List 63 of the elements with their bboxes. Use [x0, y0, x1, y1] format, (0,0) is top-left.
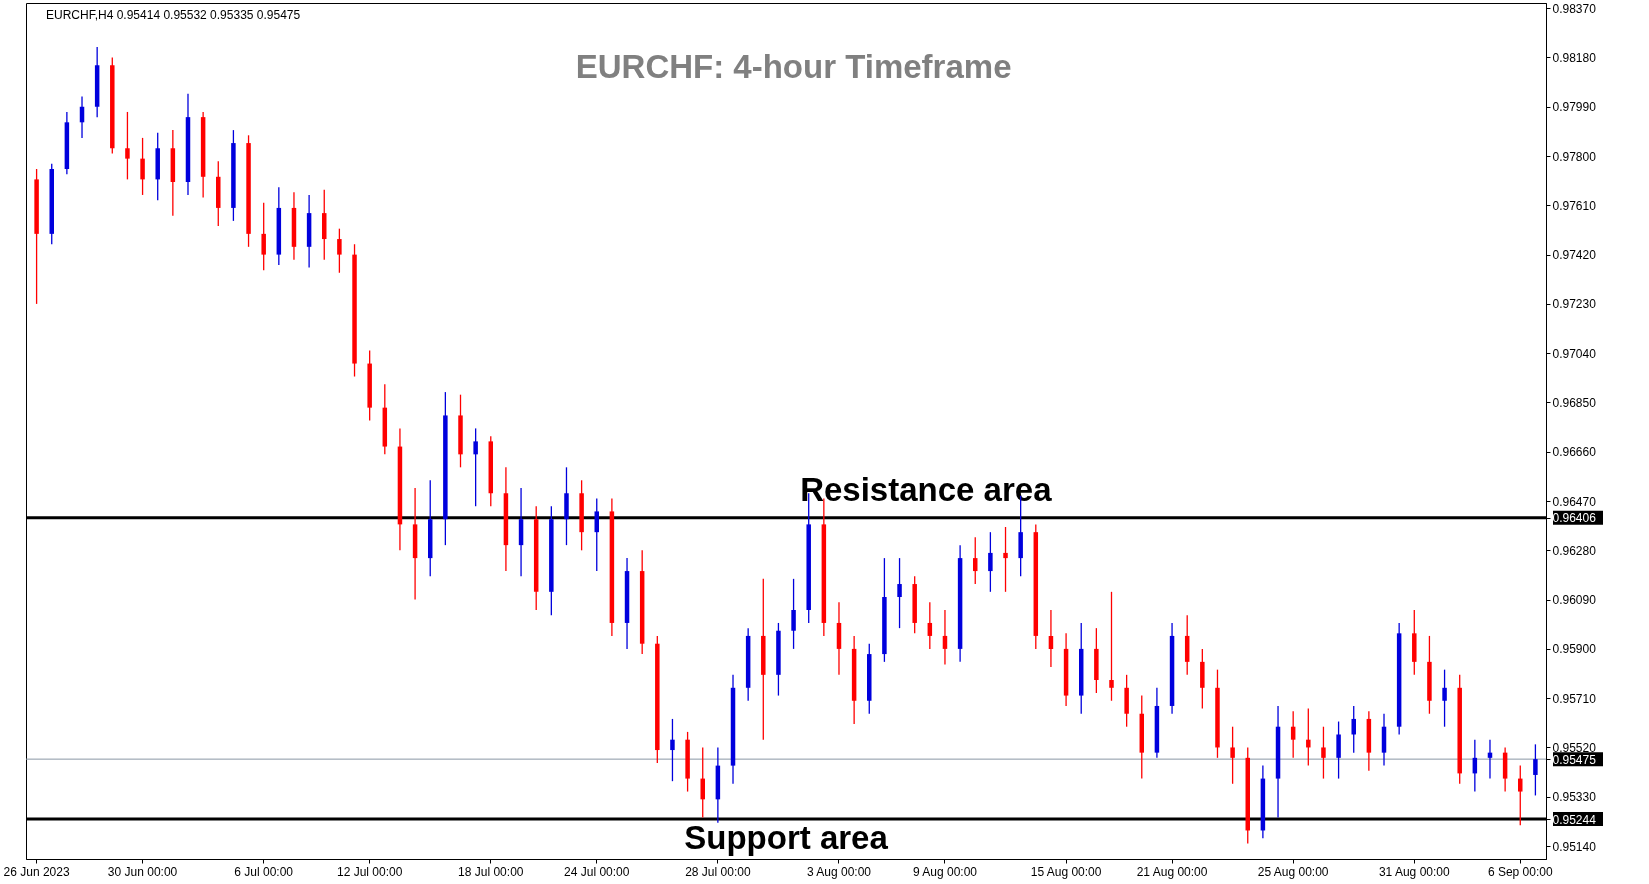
y-tick-label: 0.95900	[1552, 642, 1597, 657]
y-tick-label: 0.96660	[1552, 445, 1597, 460]
x-tick-label: 25 Aug 00:00	[1257, 864, 1329, 879]
x-tick-label: 26 Jun 2023	[3, 864, 70, 879]
candlestick	[1230, 726, 1235, 785]
candlestick	[972, 536, 978, 585]
annotation: EURCHF,H4 0.95414 0.95532 0.95335 0.95475	[46, 8, 301, 22]
x-tick-label: 28 Jul 00:00	[685, 864, 751, 879]
candlestick	[1109, 591, 1114, 702]
candlestick	[594, 497, 600, 572]
candlestick	[1351, 705, 1356, 754]
x-tick-label: 3 Aug 00:00	[806, 864, 872, 879]
y-tick-label: 0.96470	[1552, 494, 1597, 509]
candlestick	[927, 601, 933, 650]
x-tick-label: 6 Jul 00:00	[234, 864, 294, 879]
y-tick-label: 0.96406	[1552, 511, 1597, 526]
candlestick	[1533, 743, 1538, 797]
ref-line-label: Support area	[684, 819, 889, 857]
y-tick-label: 0.97610	[1552, 198, 1597, 213]
candlestick	[337, 228, 342, 274]
candlestick	[140, 137, 145, 196]
y-tick-label: 0.95710	[1552, 691, 1597, 706]
y-tick-label: 0.98370	[1552, 1, 1597, 16]
candlestick	[670, 718, 675, 782]
candlestick	[1306, 707, 1311, 767]
x-tick-label: 12 Jul 00:00	[336, 864, 403, 879]
y-tick-label: 0.96280	[1552, 543, 1597, 558]
candlestick	[942, 609, 948, 666]
candlestick	[1442, 668, 1447, 728]
candlestick	[897, 557, 902, 629]
y-tick-label: 0.97800	[1552, 149, 1597, 164]
x-tick-label: 24 Jul 00:00	[564, 864, 630, 879]
y-tick-label: 0.95520	[1552, 740, 1597, 755]
candlestick	[125, 111, 130, 181]
y-tick-label: 0.96850	[1552, 395, 1597, 410]
candlestick	[1290, 710, 1296, 759]
y-tick-label: 0.97990	[1552, 100, 1597, 115]
ref-line-label: Resistance area	[800, 470, 1053, 508]
x-tick-label: 21 Aug 00:00	[1136, 864, 1208, 879]
candlestick	[1518, 764, 1523, 826]
y-tick-label: 0.96090	[1552, 593, 1597, 608]
x-tick-label: 15 Aug 00:00	[1030, 864, 1102, 879]
y-tick-label: 0.95330	[1552, 790, 1597, 805]
y-tick-label: 0.97420	[1552, 248, 1597, 263]
y-tick-label: 0.98180	[1552, 50, 1597, 65]
text: EURCHF: 4-hour Timeframe	[575, 48, 1012, 85]
candlestick	[700, 746, 705, 819]
candlestick	[1336, 720, 1341, 780]
candlestick	[473, 427, 478, 507]
candlestick	[1003, 526, 1008, 593]
candlestick	[261, 202, 266, 271]
x-tick-label: 6 Sep 00:00	[1487, 864, 1553, 879]
x-tick-label: 31 Aug 00:00	[1378, 864, 1450, 879]
candlestick	[1048, 609, 1054, 668]
candlestick	[791, 578, 796, 650]
x-tick-label: 30 Jun 00:00	[107, 864, 178, 879]
x-tick-label: 9 Aug 00:00	[912, 864, 978, 879]
candlestick	[1321, 726, 1326, 780]
candlestick	[988, 531, 993, 593]
y-tick-label: 0.95140	[1552, 839, 1597, 854]
x-tick-label: 18 Jul 00:00	[458, 864, 524, 879]
y-tick-label: 0.97230	[1552, 297, 1597, 312]
y-tick-label: 0.97040	[1552, 346, 1597, 361]
